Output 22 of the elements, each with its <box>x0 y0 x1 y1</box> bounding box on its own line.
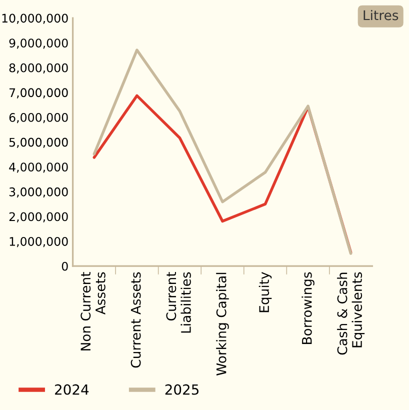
y-tick-label: 9,000,000 <box>9 38 68 49</box>
y-tick-label: 1,000,000 <box>10 237 68 248</box>
y-tick-label: 4,000,000 <box>9 162 68 173</box>
y-tick-label: 2,000,000 <box>9 212 68 222</box>
y-tick-label: 0 <box>62 262 68 271</box>
y-tick-label: 7,000,000 <box>10 88 68 98</box>
y-tick-label: 6,000,000 <box>9 112 68 124</box>
y-tick-label: 3,000,000 <box>9 187 68 198</box>
x-tick-label: Current Liabilities <box>166 272 191 333</box>
x-tick-label: Working Capital <box>216 272 229 376</box>
y-tick-label: 8,000,000 <box>9 63 68 74</box>
y-tick-label: 5,000,000 <box>9 138 68 148</box>
x-tick-label: Equity <box>258 272 272 312</box>
y-tick-label: 10,000,000 <box>2 14 68 24</box>
x-tick-label: Non Current Assets <box>80 272 106 350</box>
legend-label: 2024 <box>55 384 89 395</box>
legend-label: 2025 <box>165 384 198 395</box>
annotation: Litres <box>364 10 398 20</box>
x-tick-label: Current Assets <box>130 272 141 368</box>
x-tick-label: Cash & Cash Equivelents <box>337 272 365 355</box>
x-tick-label: Borrowings <box>302 272 314 344</box>
line-series <box>92 48 352 255</box>
